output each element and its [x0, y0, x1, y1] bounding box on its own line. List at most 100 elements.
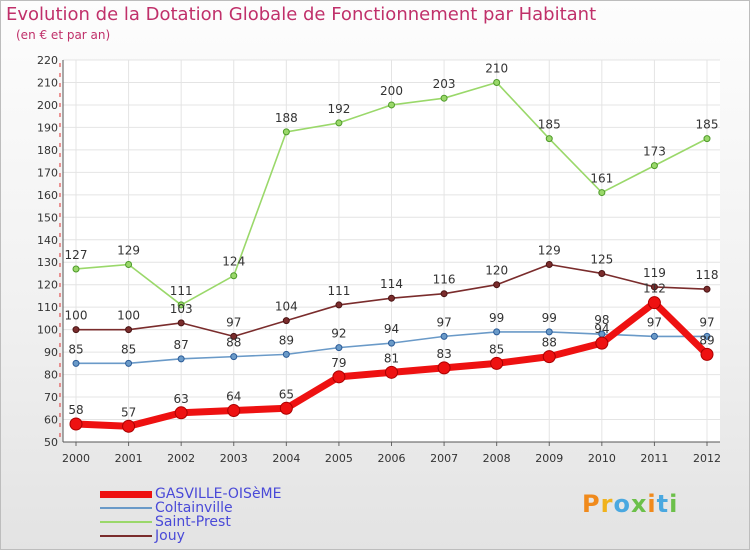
legend-label: GASVILLE-OISèME: [155, 486, 282, 502]
x-tick-label: 2007: [430, 452, 458, 465]
data-label: 94: [384, 322, 399, 336]
data-point: [72, 265, 80, 273]
data-point: [703, 285, 711, 293]
data-label: 185: [538, 118, 561, 132]
data-label: 88: [542, 336, 557, 350]
data-label: 129: [117, 243, 140, 257]
y-tick-label: 120: [37, 279, 58, 292]
data-label: 92: [331, 327, 346, 341]
data-label: 57: [121, 405, 136, 419]
y-tick-label: 80: [44, 369, 58, 382]
data-point: [545, 260, 553, 268]
y-tick-label: 200: [37, 99, 58, 112]
data-point: [69, 417, 83, 431]
logo-letter: r: [600, 490, 614, 518]
x-tick-label: 2010: [588, 452, 616, 465]
data-point: [650, 162, 658, 170]
data-point: [72, 359, 80, 367]
data-label: 173: [643, 145, 666, 159]
data-point: [72, 326, 80, 334]
y-tick-label: 100: [37, 324, 58, 337]
data-point: [388, 101, 395, 109]
y-tick-label: 160: [37, 189, 58, 202]
data-label: 85: [68, 342, 83, 356]
legend-label: Coltainville: [155, 500, 233, 516]
data-point: [598, 269, 606, 277]
x-tick-label: 2000: [62, 452, 90, 465]
data-point: [335, 119, 343, 127]
data-point: [230, 332, 238, 340]
logo-letter: t: [656, 490, 670, 518]
x-tick-label: 2003: [220, 452, 248, 465]
data-label: 58: [68, 403, 83, 417]
data-point: [703, 135, 711, 143]
legend-item: Coltainville: [100, 501, 233, 515]
data-point: [177, 355, 185, 363]
logo-letter: o: [613, 490, 631, 518]
y-tick-label: 50: [44, 436, 58, 449]
logo-letter: x: [630, 490, 648, 518]
data-label: 79: [331, 356, 346, 370]
x-tick-label: 2005: [325, 452, 353, 465]
data-point: [440, 332, 448, 340]
data-point: [282, 317, 290, 325]
data-point: [545, 135, 553, 143]
legend-item: Jouy: [100, 529, 185, 543]
data-label: 114: [380, 277, 403, 291]
y-tick-label: 180: [37, 144, 58, 157]
data-label: 89: [279, 333, 294, 347]
data-point: [388, 339, 395, 347]
legend-item: Saint-Prest: [100, 515, 231, 529]
x-tick-label: 2012: [693, 452, 721, 465]
proxiti-logo: Proxiti: [582, 490, 678, 518]
y-tick-label: 110: [37, 301, 58, 314]
data-label: 200: [380, 84, 403, 98]
data-point: [125, 359, 133, 367]
x-tick-label: 2004: [272, 452, 300, 465]
data-label: 112: [643, 282, 666, 296]
data-point: [177, 301, 185, 309]
data-label: 94: [594, 322, 609, 336]
data-label: 125: [590, 252, 613, 266]
data-label: 111: [327, 284, 350, 298]
data-point: [125, 326, 133, 334]
legend-swatch: [100, 490, 152, 498]
y-tick-label: 60: [44, 414, 58, 427]
y-tick-label: 130: [37, 256, 58, 269]
data-point: [332, 370, 346, 384]
data-label: 124: [222, 255, 245, 269]
x-tick-label: 2008: [483, 452, 511, 465]
data-point: [385, 365, 398, 379]
data-point: [437, 361, 451, 375]
legend-item: GASVILLE-OISèME: [100, 487, 281, 501]
data-label: 185: [696, 118, 719, 132]
data-label: 104: [275, 300, 298, 314]
data-label: 99: [542, 311, 557, 325]
data-point: [650, 332, 658, 340]
data-label: 203: [433, 77, 456, 91]
data-label: 100: [65, 309, 88, 323]
legend-label: Jouy: [155, 528, 185, 544]
data-point: [493, 78, 501, 86]
data-point: [282, 128, 290, 136]
data-label: 87: [174, 338, 189, 352]
data-label: 97: [647, 315, 662, 329]
data-label: 192: [327, 102, 350, 116]
data-point: [177, 319, 185, 327]
legend-swatch: [100, 535, 152, 537]
x-tick-label: 2011: [640, 452, 668, 465]
data-label: 103: [170, 302, 193, 316]
logo-letter: i: [669, 490, 679, 518]
data-point: [703, 332, 711, 340]
data-label: 63: [174, 392, 189, 406]
x-tick-label: 2002: [167, 452, 195, 465]
data-label: 81: [384, 351, 399, 365]
data-point: [493, 328, 501, 336]
data-point: [545, 328, 553, 336]
data-point: [335, 301, 343, 309]
y-tick-label: 140: [37, 234, 58, 247]
chart-subtitle: (en € et par an): [16, 28, 111, 42]
y-tick-label: 150: [37, 211, 58, 224]
data-point: [490, 356, 504, 370]
data-label: 97: [436, 315, 451, 329]
